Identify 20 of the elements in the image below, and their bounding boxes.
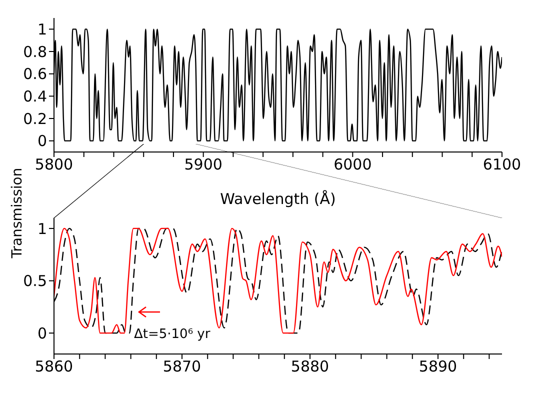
x-axis-title: Wavelength (Å) [220,190,336,208]
y-tick-label: 0.2 [23,110,47,128]
x-tick-label: 6100 [482,156,522,174]
y-tick-label: 0.4 [23,87,47,106]
annotation: Δt=5·10⁶ yr [134,327,211,342]
x-tick-label: 5800 [34,156,74,174]
y-tick-label: 0.5 [23,272,47,290]
x-tick-label: 5880 [290,358,330,376]
y-tick-label: 1 [37,220,47,238]
x-tick-label: 5900 [184,156,222,174]
x-tick-label: 5870 [162,358,202,376]
y-axis-title: Transmission [10,168,26,260]
x-tick-label: 5860 [34,358,74,376]
y-tick-label: 0.8 [23,42,47,61]
x-tick-label: 6000 [334,156,372,174]
x-tick-label: 5890 [418,358,458,376]
y-tick-label: 0.6 [23,65,47,84]
y-tick-label: 0 [37,324,47,342]
y-tick-label: 0 [37,132,47,150]
y-tick-label: 1 [37,20,47,38]
